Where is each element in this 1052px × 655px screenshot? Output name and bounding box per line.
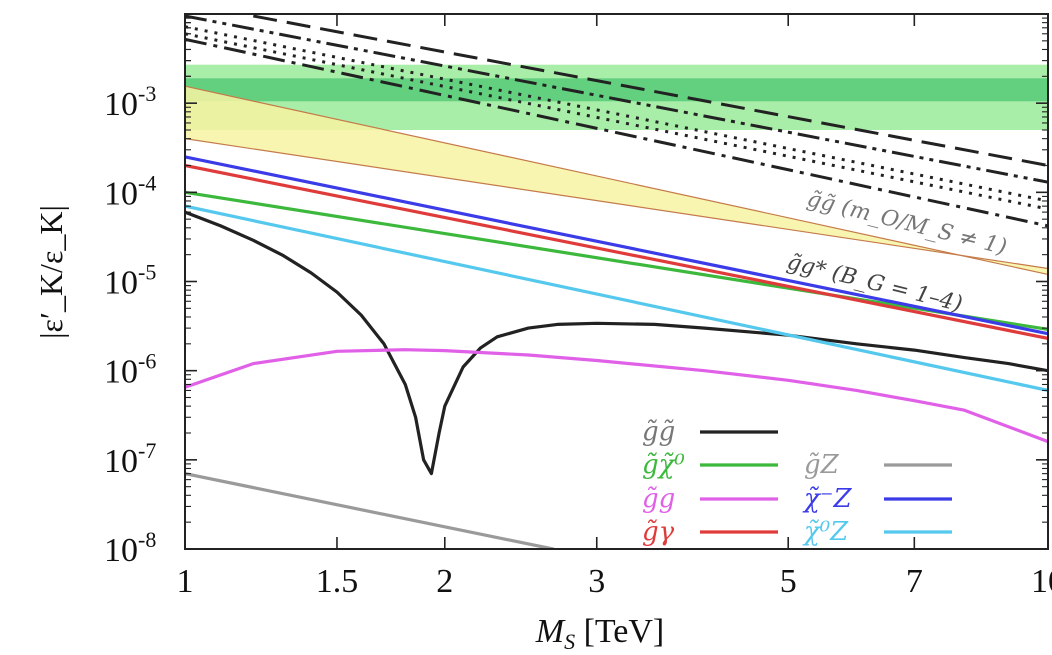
x-axis-label: MS [TeV]: [535, 613, 665, 654]
legend: g̃g̃g̃χ̃⁰ g̃gg̃γ g̃Z χ̃⁻Zχ̃⁰Z: [642, 417, 952, 547]
y-tick-label-5: 10-3: [104, 81, 156, 123]
series-line-ggamma: [185, 163, 1048, 340]
x-tick-label-4: 5: [780, 563, 797, 600]
legend-label-6: χ̃⁰Z: [802, 517, 849, 547]
legend-label-5: χ̃⁻Z: [802, 484, 852, 514]
band-horizontal-1: [185, 78, 1048, 102]
series-line-gg_ratio_dashdot_1: [185, 37, 1048, 228]
annotation-gg_star: g̃g* (B_G = 1–4): [785, 250, 965, 318]
series-line-chi0Z: [185, 204, 1048, 392]
legend-label-0: g̃g̃: [642, 417, 675, 447]
legend-label-1: g̃χ̃⁰: [642, 450, 685, 480]
tick-layer: 1 1.5 2 3 5 7 10 10-8 10-7 10-6 10-5 10-4 10-3: [104, 14, 1052, 600]
series-line-gg: [185, 348, 1048, 444]
x-tick-label-6: 10: [1031, 563, 1052, 600]
annotation-layer: g̃g̃ (m_O/M_S ≠ 1)g̃g* (B_G = 1–4): [785, 187, 1010, 318]
series-line-gg_tilde: [185, 210, 1048, 476]
legend-label-2: g̃g: [642, 484, 675, 514]
legend-label-3: g̃γ: [642, 517, 675, 547]
y-tick-label-4: 10-4: [104, 170, 156, 212]
x-tick-label-2: 2: [436, 563, 453, 600]
band-edge-lower-2: [185, 138, 1048, 270]
x-tick-label-1: 1.5: [316, 563, 359, 600]
y-tick-label-0: 10-8: [104, 527, 156, 569]
y-axis-label: |ε′_K/ε_K|: [33, 205, 69, 339]
band-edge-upper-2: [185, 85, 1048, 276]
annotation-gg_ratio: g̃g̃ (m_O/M_S ≠ 1): [805, 187, 1010, 261]
x-tick-label-0: 1: [177, 563, 194, 600]
series-line-chiminusZ: [185, 155, 1048, 336]
x-tick-label-3: 3: [588, 563, 605, 600]
series-line-gchi0: [185, 190, 1048, 331]
band-layer: [185, 64, 1048, 276]
y-tick-label-1: 10-7: [104, 438, 156, 480]
series-line-gg_ratio_dashdotdot: [185, 14, 1048, 184]
series-line-gZ: [185, 472, 555, 549]
y-tick-label-3: 10-5: [104, 260, 156, 302]
legend-label-4: g̃Z: [804, 450, 840, 480]
x-tick-label-5: 7: [906, 563, 923, 600]
y-tick-label-2: 10-6: [104, 349, 156, 391]
series-line-gg_ratio_dotted_2: [185, 25, 1048, 203]
series-layer: [185, 14, 1048, 549]
series-line-gg_ratio_dotted_1: [185, 32, 1048, 211]
